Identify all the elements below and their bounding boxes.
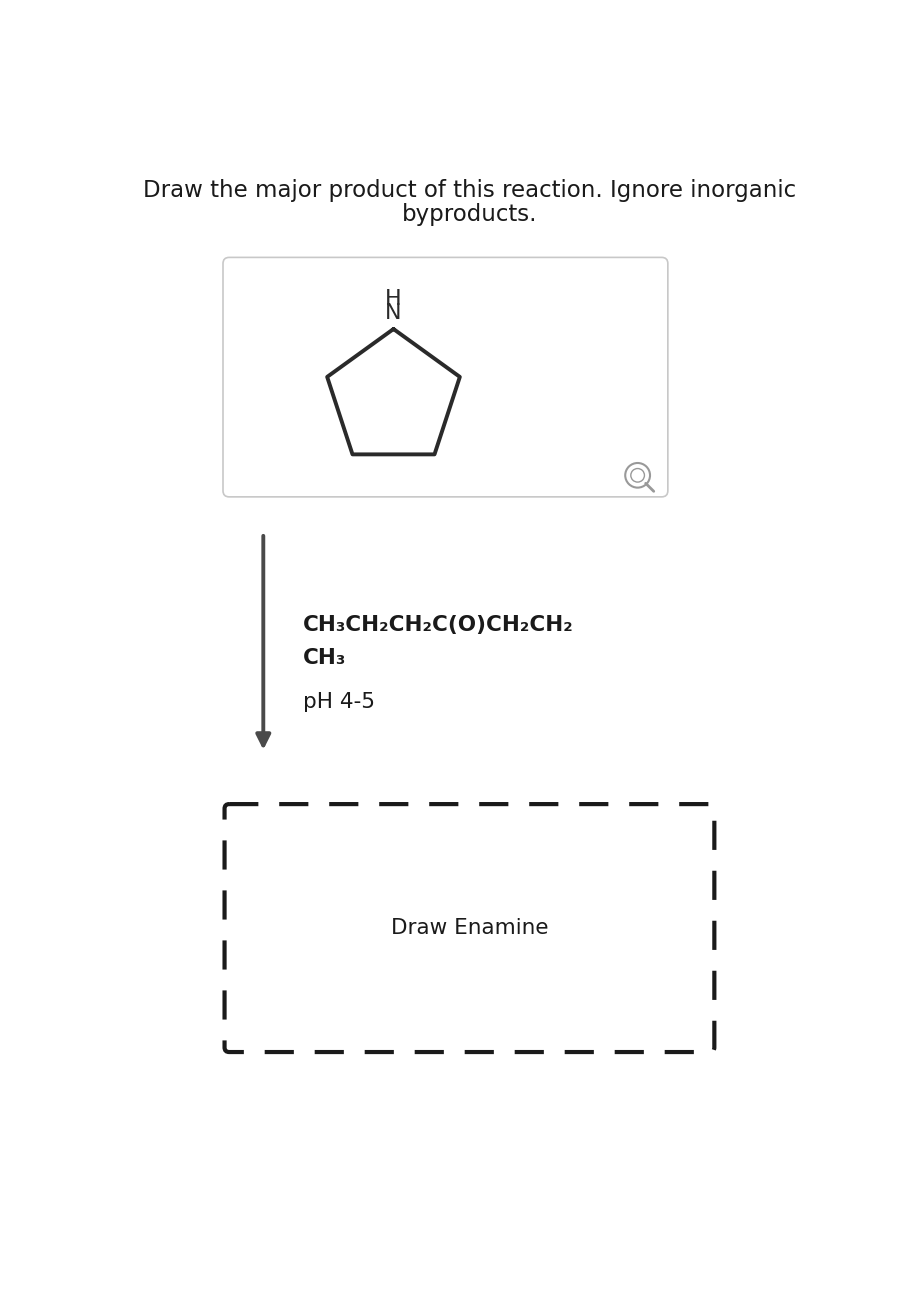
Text: Draw the major product of this reaction. Ignore inorganic: Draw the major product of this reaction.… — [143, 179, 796, 202]
FancyBboxPatch shape — [224, 803, 714, 1053]
Text: CH₃CH₂CH₂C(O)CH₂CH₂: CH₃CH₂CH₂C(O)CH₂CH₂ — [303, 615, 573, 636]
FancyBboxPatch shape — [223, 257, 668, 497]
Text: H: H — [386, 289, 402, 309]
Text: Draw Enamine: Draw Enamine — [391, 918, 548, 938]
Text: N: N — [386, 302, 402, 323]
Circle shape — [626, 463, 650, 488]
Text: pH 4-5: pH 4-5 — [303, 692, 375, 713]
Text: CH₃: CH₃ — [303, 648, 346, 667]
Text: byproducts.: byproducts. — [402, 204, 537, 226]
